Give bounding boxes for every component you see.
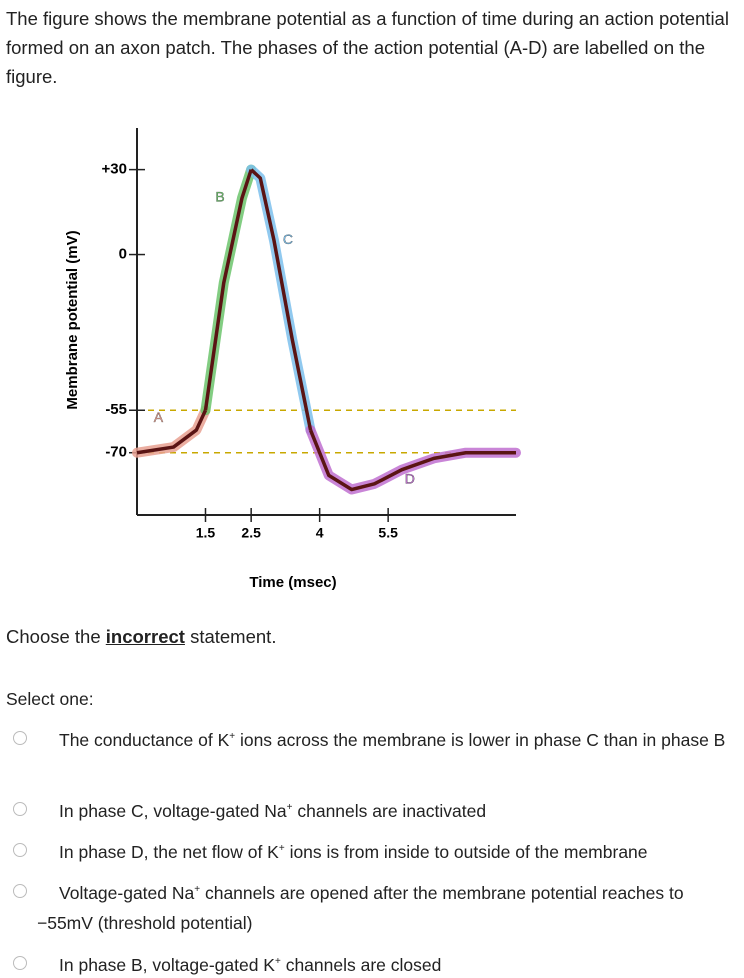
y-tick-label: +30 bbox=[102, 161, 127, 178]
potential-line bbox=[203, 169, 253, 411]
phase-label: D bbox=[405, 470, 415, 486]
option-text[interactable]: In phase C, voltage-gated Na+ channels a… bbox=[37, 793, 737, 826]
option-part: In phase C, voltage-gated Na bbox=[59, 800, 287, 821]
superscript: + bbox=[286, 802, 293, 813]
prompt-text: Choose the bbox=[6, 626, 106, 647]
chart: +30 0 -55 -70 1.5 2.5 4 5.5 Time (msec) Membrane … bbox=[64, 128, 521, 591]
radio-button[interactable] bbox=[13, 884, 27, 898]
option-part: In phase D, the net flow of K bbox=[59, 841, 279, 862]
option-part: ions is from inside to outside of the me… bbox=[284, 841, 648, 862]
option-text[interactable]: In phase B, voltage-gated K+ channels ar… bbox=[37, 947, 737, 978]
select-label: Select one: bbox=[6, 689, 94, 709]
superscript: + bbox=[274, 956, 281, 967]
prompt-emphasis: incorrect bbox=[105, 626, 185, 647]
radio-button[interactable] bbox=[13, 802, 27, 816]
intro-text: The figure shows the membrane potential … bbox=[6, 8, 729, 87]
option-part: channels are opened after the membrane p… bbox=[37, 882, 684, 933]
y-axis-title: Membrane potential (mV) bbox=[64, 230, 81, 409]
y-tick-label: -70 bbox=[105, 444, 127, 461]
potential-line bbox=[249, 168, 313, 431]
superscript: + bbox=[194, 884, 201, 895]
option-part: The conductance of K bbox=[59, 729, 230, 750]
x-tick-label: 4 bbox=[316, 525, 324, 541]
option-part: In phase B, voltage-gated K bbox=[59, 954, 275, 975]
radio-button[interactable] bbox=[13, 843, 27, 857]
x-tick-label: 2.5 bbox=[241, 525, 261, 541]
option-part: Voltage-gated Na bbox=[59, 882, 195, 903]
phase-label: C bbox=[283, 231, 293, 247]
y-tick-label: -55 bbox=[105, 401, 127, 418]
y-tick-label: 0 bbox=[119, 246, 127, 263]
superscript: + bbox=[229, 731, 236, 742]
potential-line bbox=[136, 409, 208, 455]
x-tick-label: 5.5 bbox=[378, 525, 398, 541]
phase-label: A bbox=[154, 409, 164, 425]
option-text[interactable]: The conductance of K+ ions across the me… bbox=[37, 722, 737, 755]
option-part: channels are closed bbox=[280, 954, 442, 975]
phase-label: B bbox=[215, 189, 224, 205]
potential-line bbox=[308, 429, 516, 492]
superscript: + bbox=[278, 843, 285, 854]
radio-button[interactable] bbox=[13, 956, 27, 970]
prompt-text: statement. bbox=[184, 626, 277, 647]
option-part: channels are inactivated bbox=[292, 800, 487, 821]
radio-button[interactable] bbox=[13, 731, 27, 745]
option-part: ions across the membrane is lower in pha… bbox=[235, 729, 726, 750]
x-axis-title: Time (msec) bbox=[249, 574, 336, 591]
option-text[interactable]: Voltage-gated Na+ channels are opened af… bbox=[37, 875, 737, 938]
option-text[interactable]: In phase D, the net flow of K+ ions is f… bbox=[37, 834, 737, 867]
prompt: Choose the incorrect statement. bbox=[6, 626, 276, 648]
x-tick-label: 1.5 bbox=[196, 525, 216, 541]
